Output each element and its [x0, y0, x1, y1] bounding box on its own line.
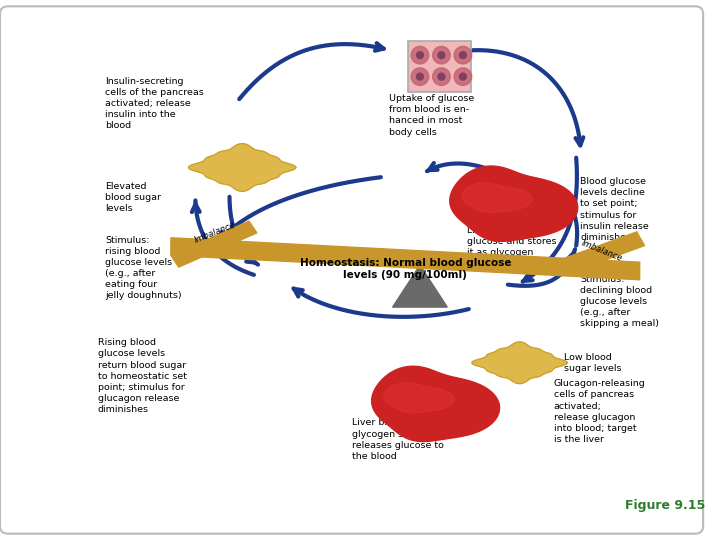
- Polygon shape: [392, 265, 447, 307]
- Polygon shape: [554, 232, 644, 276]
- Circle shape: [416, 73, 423, 80]
- Polygon shape: [372, 366, 500, 442]
- Circle shape: [411, 68, 428, 85]
- Text: Low blood
sugar levels: Low blood sugar levels: [564, 353, 622, 373]
- Polygon shape: [384, 383, 454, 413]
- Circle shape: [459, 52, 467, 58]
- Text: Stimulus:
rising blood
glucose levels
(e.g., after
eating four
jelly doughnuts): Stimulus: rising blood glucose levels (e…: [105, 236, 182, 300]
- Text: Homeostasis: Normal blood glucose
levels (90 mg/100ml): Homeostasis: Normal blood glucose levels…: [300, 258, 511, 280]
- Polygon shape: [472, 342, 567, 383]
- Circle shape: [438, 73, 445, 80]
- Text: Glucagon-releasing
cells of pancreas
activated;
release glucagon
into blood; tar: Glucagon-releasing cells of pancreas act…: [554, 380, 646, 444]
- Circle shape: [438, 52, 445, 58]
- Text: Elevated
blood sugar
levels: Elevated blood sugar levels: [105, 182, 161, 213]
- Circle shape: [454, 68, 472, 85]
- FancyBboxPatch shape: [0, 6, 703, 534]
- Circle shape: [433, 68, 450, 85]
- Text: Insulin-secreting
cells of the pancreas
activated; release
insulin into the
bloo: Insulin-secreting cells of the pancreas …: [105, 77, 204, 130]
- Polygon shape: [171, 221, 257, 267]
- Circle shape: [433, 46, 450, 64]
- Text: Liver takes up
glucose and stores
it as glycogen: Liver takes up glucose and stores it as …: [467, 226, 557, 257]
- Text: Figure 9.15: Figure 9.15: [625, 499, 706, 512]
- Circle shape: [459, 73, 467, 80]
- Polygon shape: [462, 183, 532, 213]
- Polygon shape: [189, 144, 296, 191]
- FancyBboxPatch shape: [408, 42, 471, 92]
- Text: Uptake of glucose
from blood is en-
hanced in most
body cells: Uptake of glucose from blood is en- hanc…: [389, 94, 474, 137]
- Circle shape: [416, 52, 423, 58]
- Circle shape: [411, 46, 428, 64]
- Text: Stimulus:
declining blood
glucose levels
(e.g., after
skipping a meal): Stimulus: declining blood glucose levels…: [580, 275, 659, 328]
- Text: Blood glucose
levels decline
to set point;
stimulus for
insulin release
diminish: Blood glucose levels decline to set poin…: [580, 177, 649, 242]
- Text: Liver breaks down
glycogen stores and
releases glucose to
the blood: Liver breaks down glycogen stores and re…: [351, 418, 448, 461]
- Text: Imbalance: Imbalance: [580, 238, 624, 263]
- Polygon shape: [450, 166, 577, 241]
- Text: Imbalance: Imbalance: [193, 220, 237, 245]
- Circle shape: [454, 46, 472, 64]
- Text: Rising blood
glucose levels
return blood sugar
to homeostatic set
point; stimulu: Rising blood glucose levels return blood…: [98, 339, 186, 414]
- Polygon shape: [171, 238, 639, 280]
